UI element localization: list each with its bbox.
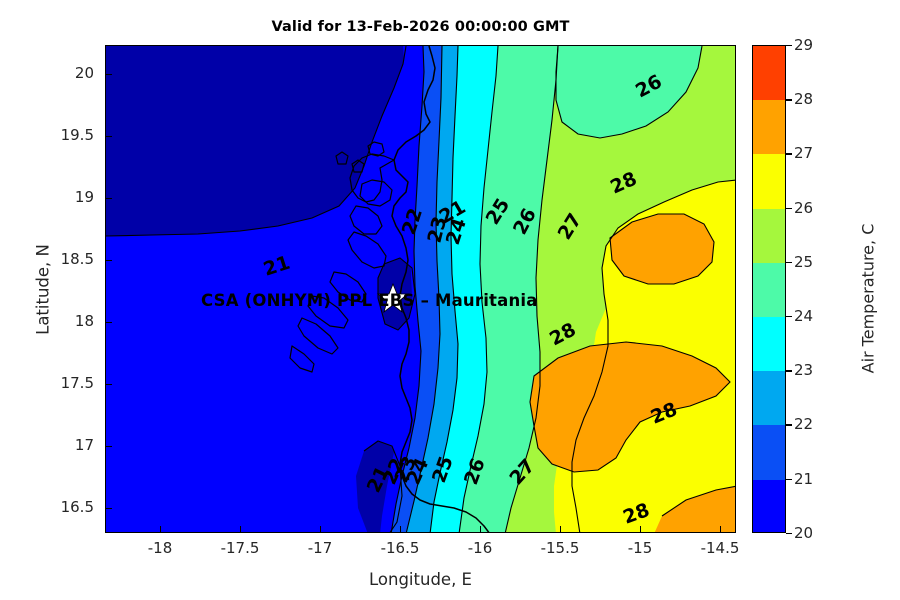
colorbar-band-24-25 (753, 262, 785, 317)
ytick-mark (105, 508, 112, 510)
contour-plot-area[interactable]: 21 21 22 23 24 25 26 27 28 26 28 28 28 2… (105, 45, 736, 533)
ytick-label: 18 (74, 312, 94, 330)
colorbar-tick (786, 316, 792, 318)
band-28-29-central (530, 342, 730, 472)
xtick-mark (240, 526, 242, 533)
xtick-label: -18 (147, 539, 173, 557)
xtick-label: -17 (307, 539, 333, 557)
colorbar-tick-label: 26 (794, 198, 814, 217)
colorbar-tick-label: 20 (794, 523, 814, 542)
band-20-21 (106, 46, 406, 236)
xtick-mark (720, 526, 722, 533)
x-axis-label: Longitude, E (369, 570, 472, 589)
ytick-mark (105, 322, 112, 324)
ytick-mark (105, 260, 112, 262)
colorbar-tick (786, 261, 792, 264)
band-23-24 (406, 46, 458, 532)
ytick-mark (105, 384, 112, 386)
colorbar-band-26-27 (753, 154, 785, 209)
ytick-mark (105, 74, 112, 76)
colorbar-band-23-24 (753, 316, 785, 372)
band-28-29-southeast (654, 486, 735, 532)
xtick-mark (160, 526, 162, 533)
xtick-mark (320, 526, 322, 533)
colorbar-tick-label: 28 (794, 90, 814, 109)
ytick-mark (105, 136, 112, 138)
ytick-label: 19 (74, 188, 94, 206)
colorbar-tick-label: 22 (794, 415, 814, 434)
band-25-26-lobe-top (556, 46, 702, 138)
xtick-mark (400, 526, 402, 533)
ytick-label: 20 (74, 64, 94, 82)
colorbar-tick-label: 27 (794, 144, 814, 163)
station-annotation-label: CSA (ONHYM) PPL EBS – Mauritania (201, 291, 538, 310)
colorbar-tick-label: 21 (794, 469, 814, 488)
colorbar-band-20-21 (753, 479, 785, 532)
ytick-label: 16.5 (60, 498, 94, 516)
band-22-23-b (380, 46, 424, 532)
xtick-label: -16 (467, 539, 493, 557)
xtick-label: -16.5 (380, 539, 420, 557)
colorbar-tick-label: 23 (794, 361, 814, 380)
colorbar-band-22-23 (753, 371, 785, 426)
colorbar-tick-label: 24 (794, 307, 814, 325)
colorbar-tick-label: 29 (794, 36, 814, 54)
band-24-25 (430, 46, 498, 532)
colorbar-axis-label: Air Temperature, C (858, 223, 878, 374)
colorbar-band-28-29 (753, 46, 785, 101)
y-axis-label: Latitude, N (33, 244, 53, 335)
colorbar[interactable] (752, 45, 786, 533)
colorbar-tick-label: 25 (794, 252, 814, 271)
colorbar-tick (786, 532, 792, 535)
colorbar-tick (786, 99, 792, 101)
xtick-mark (480, 526, 482, 533)
ytick-label: 17 (74, 436, 94, 454)
ytick-mark (105, 198, 112, 200)
xtick-label: -15 (627, 539, 653, 557)
colorbar-tick (786, 370, 792, 372)
figure-title: Valid for 13-Feb-2026 00:00:00 GMT (271, 19, 570, 35)
ytick-mark (105, 446, 112, 448)
ytick-label: 19.5 (60, 126, 94, 144)
xtick-label: -15.5 (540, 539, 580, 557)
colorbar-tick (786, 207, 792, 209)
xtick-mark (560, 526, 562, 533)
colorbar-band-21-22 (753, 425, 785, 480)
colorbar-band-27-28 (753, 100, 785, 155)
ytick-label: 18.5 (60, 250, 94, 268)
station-star-marker[interactable] (376, 282, 410, 314)
colorbar-tick (786, 153, 792, 155)
colorbar-band-25-26 (753, 208, 785, 263)
colorbar-tick (786, 424, 792, 426)
ytick-label: 17.5 (60, 374, 94, 392)
contour-lines (106, 46, 735, 532)
colorbar-tick (786, 478, 792, 480)
contour-field: 21 21 22 23 24 25 26 27 28 26 28 28 28 2… (106, 46, 735, 532)
band-22-23 (391, 46, 442, 532)
band-28-29-north (610, 214, 714, 284)
colorbar-tick (786, 45, 792, 47)
xtick-mark (640, 526, 642, 533)
xtick-label: -14.5 (700, 539, 740, 557)
xtick-label: -17.5 (220, 539, 260, 557)
